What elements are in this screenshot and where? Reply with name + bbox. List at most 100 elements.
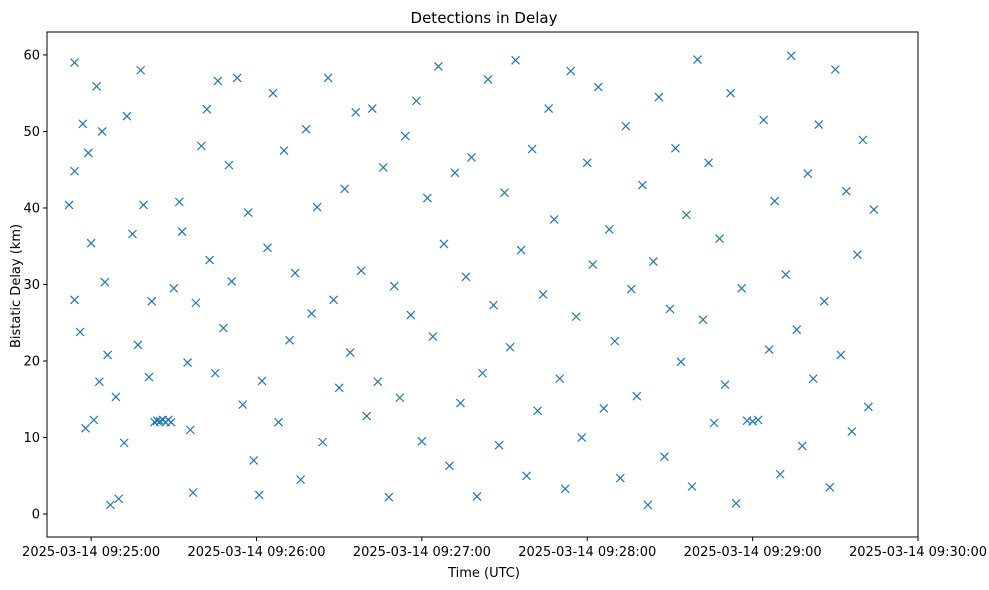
data-point — [422, 193, 432, 203]
data-point — [781, 270, 791, 279]
data-point — [494, 440, 504, 450]
data-point — [174, 197, 184, 207]
data-point — [836, 350, 846, 360]
data-point — [290, 268, 300, 278]
y-tick-label: 0 — [32, 508, 40, 523]
data-point — [218, 323, 228, 333]
data-point — [183, 358, 192, 367]
data-point — [188, 488, 198, 498]
y-axis: 0 10 20 30 40 50 60 — [23, 48, 47, 523]
data-point — [797, 441, 807, 451]
data-point — [544, 104, 554, 113]
data-point — [505, 342, 515, 352]
data-point — [588, 260, 598, 270]
x-axis-label: Time (UTC) — [447, 566, 520, 581]
data-point — [238, 400, 248, 410]
data-point — [472, 492, 482, 501]
data-point — [654, 92, 664, 102]
data-point — [389, 281, 399, 291]
data-point — [406, 310, 416, 320]
data-point — [632, 391, 642, 401]
data-point — [533, 406, 543, 416]
data-point — [411, 96, 421, 106]
data-point — [70, 166, 79, 176]
data-point — [792, 325, 802, 335]
data-point — [538, 290, 548, 299]
data-point — [81, 423, 91, 433]
data-point — [698, 315, 708, 325]
data-point — [709, 418, 719, 428]
data-point — [626, 284, 636, 294]
data-point — [582, 158, 592, 168]
data-point — [549, 215, 559, 224]
data-point — [356, 266, 366, 276]
data-point — [737, 283, 747, 293]
data-point — [329, 295, 339, 305]
data-point — [128, 229, 137, 239]
data-point — [196, 141, 206, 151]
data-point — [786, 51, 796, 61]
data-point — [593, 82, 603, 92]
data-point — [111, 392, 121, 402]
data-point — [599, 404, 609, 413]
data-point — [345, 348, 355, 358]
data-point — [808, 374, 818, 384]
x-tick-label: 2025-03-14 09:27:00 — [353, 545, 491, 560]
data-point — [450, 168, 460, 178]
data-point — [467, 153, 476, 162]
data-point — [643, 500, 653, 510]
data-point — [202, 104, 212, 114]
data-point — [323, 73, 333, 83]
data-point — [340, 184, 350, 194]
data-point — [500, 188, 509, 198]
data-point — [279, 146, 289, 156]
x-tick-label: 2025-03-14 09:25:00 — [22, 545, 160, 560]
data-point — [169, 283, 179, 293]
data-point — [227, 277, 237, 286]
x-axis: 2025-03-14 09:25:00 2025-03-14 09:26:00 20… — [22, 537, 987, 560]
data-point — [210, 368, 220, 378]
y-axis-label: Bistatic Delay (km) — [9, 224, 24, 348]
data-point — [522, 471, 532, 481]
data-point — [139, 200, 148, 210]
data-point — [136, 65, 146, 75]
data-point — [461, 272, 471, 282]
y-tick-label: 60 — [23, 48, 40, 63]
data-point — [114, 494, 124, 504]
data-point — [100, 277, 110, 287]
data-point — [676, 357, 686, 367]
data-point — [97, 127, 107, 136]
data-point — [478, 368, 487, 378]
x-tick-label: 2025-03-14 09:29:00 — [684, 545, 822, 560]
data-point — [105, 500, 115, 510]
data-point — [83, 148, 93, 158]
data-point — [830, 65, 840, 74]
chart-title: Detections in Delay — [411, 9, 558, 27]
data-point — [615, 473, 625, 483]
data-point — [704, 158, 713, 168]
y-tick-label: 20 — [23, 355, 40, 370]
data-point — [720, 380, 730, 390]
data-point — [759, 115, 769, 125]
x-tick-label: 2025-03-14 09:28:00 — [518, 545, 656, 560]
data-point — [814, 120, 824, 130]
data-point — [274, 417, 283, 427]
y-tick-label: 10 — [23, 431, 40, 446]
data-point — [489, 300, 498, 310]
data-point — [119, 438, 129, 448]
data-point — [764, 345, 774, 354]
data-point — [444, 461, 454, 471]
data-point — [312, 202, 322, 212]
data-point — [205, 255, 215, 265]
data-point — [825, 482, 835, 492]
data-point — [249, 456, 259, 465]
data-point — [847, 426, 857, 436]
data-point — [268, 88, 278, 98]
data-point — [86, 238, 96, 248]
data-point — [687, 482, 697, 491]
data-point — [232, 73, 242, 83]
data-point — [191, 298, 201, 308]
data-point — [841, 186, 851, 196]
